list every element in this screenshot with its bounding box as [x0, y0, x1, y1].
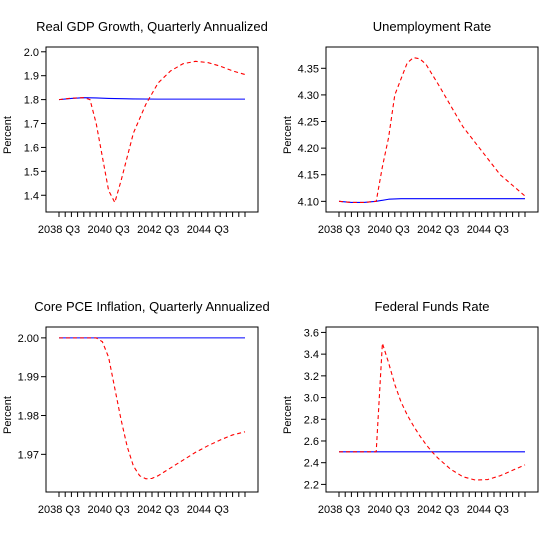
- y-tick-label-gdp: 1.7: [24, 119, 39, 131]
- x-tick-label-fed-funds: 2038 Q3: [318, 504, 360, 516]
- series-line-unemployment-alternative: [338, 57, 526, 203]
- x-tick-label-gdp: 2042 Q3: [137, 224, 179, 236]
- y-tick-label-gdp: 1.4: [24, 190, 39, 202]
- y-tick-label-fed-funds: 3.6: [304, 327, 319, 339]
- panel-core-pce: Core PCE Inflation, Quarterly Annualized…: [2, 299, 270, 516]
- y-axis-label-unemployment: Percent: [282, 116, 294, 154]
- plot-frame-fed-funds: [325, 326, 539, 493]
- y-tick-label-core-pce: 1.97: [18, 449, 39, 461]
- plot-frame-core-pce: [45, 326, 259, 493]
- plot-area-fed-funds: 2038 Q3 2040 Q3 2042 Q3 2044 Q3 2.2 2.4 2.6 2.8…: [304, 327, 526, 516]
- y-tick-label-core-pce: 2.00: [18, 333, 39, 345]
- x-tick-label-fed-funds: 2040 Q3: [367, 504, 409, 516]
- plot-frame-gdp: [45, 46, 259, 213]
- y-tick-label-unemployment: 4.10: [298, 196, 319, 208]
- y-tick-label-unemployment: 4.25: [298, 117, 319, 129]
- x-tick-label-gdp: 2044 Q3: [187, 224, 229, 236]
- chart-title-unemployment: Unemployment Rate: [373, 19, 492, 34]
- series-line-unemployment-baseline: [338, 198, 525, 203]
- x-tick-label-unemployment: 2038 Q3: [318, 224, 360, 236]
- y-tick-label-unemployment: 4.30: [298, 90, 319, 102]
- y-tick-label-core-pce: 1.99: [18, 372, 39, 384]
- y-tick-label-gdp: 1.8: [24, 95, 39, 107]
- y-tick-label-fed-funds: 2.2: [304, 479, 319, 491]
- series-line-fed-funds-alternative: [339, 342, 526, 481]
- plot-area-gdp: 2038 Q3 2040 Q3 2042 Q3 2044 Q3 1.4 1.5 1.6 1.7…: [24, 47, 246, 236]
- y-tick-label-gdp: 1.9: [24, 71, 39, 83]
- y-tick-label-unemployment: 4.35: [298, 63, 319, 75]
- plot-area-core-pce: 2038 Q3 2040 Q3 2042 Q3 2044 Q3 1.97 1.98 1.99…: [18, 333, 246, 516]
- y-tick-label-gdp: 2.0: [24, 47, 39, 59]
- y-tick-label-unemployment: 4.15: [298, 170, 319, 182]
- y-tick-label-fed-funds: 2.4: [304, 458, 319, 470]
- y-tick-label-fed-funds: 2.8: [304, 414, 319, 426]
- x-tick-label-unemployment: 2044 Q3: [467, 224, 509, 236]
- x-tick-label-core-pce: 2040 Q3: [87, 504, 129, 516]
- y-tick-label-unemployment: 4.20: [298, 143, 319, 155]
- plot-area-unemployment: 2038 Q3 2040 Q3 2042 Q3 2044 Q3 4.10 4.15 4.20…: [298, 57, 526, 236]
- y-tick-label-fed-funds: 2.6: [304, 436, 319, 448]
- x-tick-label-fed-funds: 2042 Q3: [417, 504, 459, 516]
- chart-title-gdp: Real GDP Growth, Quarterly Annualized: [36, 19, 268, 34]
- y-axis-label-gdp: Percent: [2, 116, 14, 154]
- panel-fed-funds: Federal Funds Rate Percent 2038 Q3 2040 Q…: [282, 299, 539, 516]
- y-tick-label-fed-funds: 3.0: [304, 393, 319, 405]
- series-line-gdp-alternative: [58, 60, 246, 203]
- y-tick-label-gdp: 1.6: [24, 142, 39, 154]
- y-axis-label-fed-funds: Percent: [282, 396, 294, 434]
- x-tick-label-gdp: 2038 Q3: [38, 224, 80, 236]
- y-tick-label-fed-funds: 3.2: [304, 371, 319, 383]
- chart-title-fed-funds: Federal Funds Rate: [375, 299, 490, 314]
- series-line-gdp-baseline: [58, 97, 245, 101]
- x-tick-label-fed-funds: 2044 Q3: [467, 504, 509, 516]
- x-tick-label-core-pce: 2044 Q3: [187, 504, 229, 516]
- chart-title-core-pce: Core PCE Inflation, Quarterly Annualized: [34, 299, 270, 314]
- x-tick-label-core-pce: 2038 Q3: [38, 504, 80, 516]
- y-tick-label-gdp: 1.5: [24, 166, 39, 178]
- panel-gdp-growth: Real GDP Growth, Quarterly Annualized Pe…: [2, 19, 268, 236]
- x-tick-label-gdp: 2040 Q3: [87, 224, 129, 236]
- y-tick-label-fed-funds: 3.4: [304, 349, 319, 361]
- x-tick-label-core-pce: 2042 Q3: [137, 504, 179, 516]
- y-tick-label-core-pce: 1.98: [18, 411, 39, 423]
- x-tick-label-unemployment: 2040 Q3: [367, 224, 409, 236]
- y-axis-label-core-pce: Percent: [2, 396, 14, 434]
- panel-unemployment: Unemployment Rate Percent 2038 Q3 2040 Q3…: [282, 19, 539, 236]
- x-tick-label-unemployment: 2042 Q3: [417, 224, 459, 236]
- series-line-core-pce-alternative: [59, 337, 246, 480]
- plot-frame-unemployment: [325, 46, 539, 213]
